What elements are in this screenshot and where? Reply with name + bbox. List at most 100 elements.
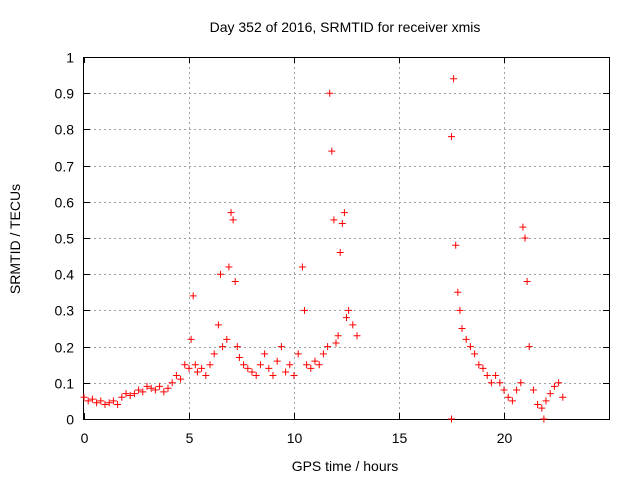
data-point bbox=[534, 401, 542, 409]
y-tick-label: 0.5 bbox=[55, 231, 75, 247]
data-point bbox=[328, 147, 336, 155]
data-point bbox=[487, 379, 495, 387]
data-point bbox=[307, 364, 315, 372]
data-point bbox=[353, 332, 361, 340]
data-point bbox=[164, 384, 172, 392]
data-point bbox=[244, 364, 252, 372]
y-tick-label: 0.9 bbox=[55, 86, 75, 102]
x-axis-label: GPS time / hours bbox=[292, 458, 399, 474]
y-tick-label: 1 bbox=[66, 50, 74, 66]
data-point bbox=[225, 263, 233, 271]
data-point bbox=[324, 343, 332, 351]
data-point bbox=[118, 393, 126, 401]
data-point bbox=[508, 397, 516, 405]
data-point bbox=[483, 372, 491, 380]
data-point bbox=[105, 399, 113, 407]
data-point bbox=[529, 386, 537, 394]
data-point bbox=[147, 384, 155, 392]
data-point bbox=[282, 368, 290, 376]
y-tick-label: 0.4 bbox=[55, 267, 75, 283]
data-point bbox=[349, 321, 357, 329]
data-point bbox=[130, 390, 138, 398]
data-point bbox=[546, 390, 554, 398]
data-point bbox=[265, 364, 273, 372]
data-point bbox=[206, 361, 214, 369]
data-point bbox=[555, 379, 563, 387]
data-point bbox=[523, 277, 531, 285]
data-point bbox=[122, 390, 130, 398]
data-point bbox=[252, 372, 260, 380]
data-point bbox=[500, 386, 508, 394]
plot-frame bbox=[83, 57, 610, 420]
data-point bbox=[479, 364, 487, 372]
data-point bbox=[198, 364, 206, 372]
data-point bbox=[151, 386, 159, 394]
data-point bbox=[336, 248, 344, 256]
y-tick-label: 0 bbox=[66, 412, 74, 428]
tick-label-layer: 00.10.20.30.40.50.60.70.80.910 5 10 15 20 bbox=[55, 50, 513, 447]
data-point bbox=[338, 220, 346, 228]
data-point bbox=[139, 388, 147, 396]
data-point bbox=[248, 368, 256, 376]
points-layer bbox=[80, 75, 567, 423]
grid-layer bbox=[84, 57, 609, 419]
data-point bbox=[475, 361, 483, 369]
data-point bbox=[496, 379, 504, 387]
data-point bbox=[97, 397, 105, 405]
data-point bbox=[219, 343, 227, 351]
data-point bbox=[223, 335, 231, 343]
data-point bbox=[168, 379, 176, 387]
data-point bbox=[273, 357, 281, 365]
data-point bbox=[185, 364, 193, 372]
chart-title: Day 352 of 2016, SRMTID for receiver xmi… bbox=[210, 19, 481, 35]
data-point bbox=[172, 372, 180, 380]
x-tick-label: 15 bbox=[392, 430, 408, 446]
data-point bbox=[542, 397, 550, 405]
data-point bbox=[471, 350, 479, 358]
data-point bbox=[315, 361, 323, 369]
data-point bbox=[458, 325, 466, 332]
data-point bbox=[93, 399, 101, 407]
data-point bbox=[519, 223, 527, 231]
data-point bbox=[517, 379, 525, 387]
data-point bbox=[559, 393, 567, 401]
data-point bbox=[240, 361, 248, 369]
data-point bbox=[538, 404, 546, 412]
data-point bbox=[193, 368, 201, 376]
data-point bbox=[448, 415, 455, 423]
data-point bbox=[294, 350, 302, 358]
y-axis-label: SRMTID / TECUs bbox=[7, 184, 23, 294]
data-point bbox=[301, 306, 308, 314]
data-point bbox=[231, 277, 239, 285]
data-point bbox=[261, 350, 269, 358]
data-point bbox=[214, 321, 222, 329]
data-point bbox=[191, 361, 199, 369]
data-point bbox=[181, 361, 189, 369]
data-point bbox=[160, 388, 168, 396]
data-point bbox=[462, 335, 470, 343]
data-point bbox=[202, 372, 210, 380]
data-point bbox=[303, 361, 311, 369]
y-tick-label: 0.1 bbox=[55, 376, 75, 392]
data-point bbox=[326, 89, 334, 97]
data-point bbox=[101, 401, 109, 409]
data-point bbox=[452, 241, 460, 249]
data-point bbox=[88, 395, 96, 403]
x-tick-label: 5 bbox=[186, 430, 194, 446]
data-point bbox=[454, 288, 462, 296]
x-tick-label: 0 bbox=[81, 430, 89, 446]
data-point bbox=[80, 393, 88, 401]
data-point bbox=[298, 263, 306, 271]
y-tick-label: 0.7 bbox=[55, 159, 75, 175]
data-point bbox=[210, 350, 218, 358]
data-point bbox=[177, 375, 185, 383]
data-point bbox=[227, 209, 235, 217]
data-point bbox=[525, 343, 533, 351]
data-point bbox=[217, 270, 224, 278]
data-point bbox=[233, 343, 241, 351]
data-point bbox=[550, 382, 558, 390]
data-point bbox=[448, 133, 455, 141]
data-point bbox=[290, 372, 298, 380]
data-point bbox=[109, 397, 117, 405]
y-tick-label: 0.3 bbox=[55, 303, 75, 319]
